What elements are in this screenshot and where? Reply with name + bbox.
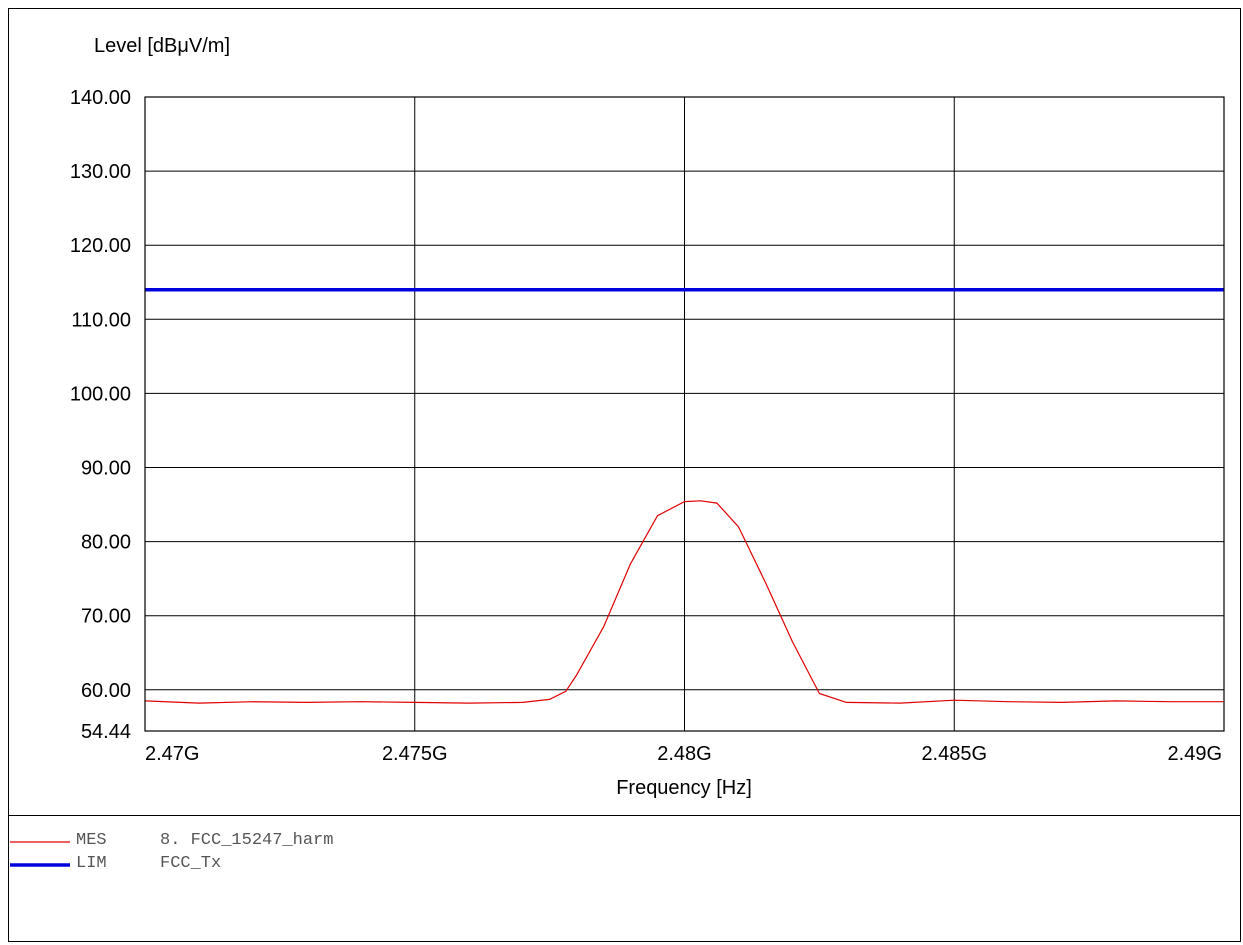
legend-label-lim: FCC_Tx [160, 854, 222, 873]
y-tick-label: 60.00 [81, 680, 131, 702]
chart-frame [8, 8, 1241, 942]
plot-border [144, 96, 1225, 732]
legend-swatch-lim [10, 863, 70, 867]
x-tick-label: 2.47G [145, 743, 199, 765]
y-tick-label: 110.00 [71, 309, 131, 331]
legend-divider [8, 815, 1241, 816]
legend-tag-mes: MES [76, 831, 107, 850]
y-tick-label: 140.00 [70, 87, 131, 109]
x-tick-label: 2.48G [657, 743, 711, 765]
legend-label-mes: 8. FCC_15247_harm [160, 831, 334, 850]
y-tick-label: 90.00 [81, 458, 131, 480]
y-axis-label: Level [dBμV/m] [94, 35, 230, 57]
series-line-mes [144, 500, 1224, 704]
spectrum-chart: Level [dBμV/m] 140.00130.00120.00110.001… [70, 35, 1225, 799]
y-tick-label: 80.00 [81, 532, 131, 554]
y-tick-label: 130.00 [70, 161, 131, 183]
x-tick-label: 2.49G [1168, 743, 1222, 765]
x-tick-labels: 2.47G 2.475G 2.48G 2.485G 2.49G [145, 743, 1222, 765]
x-tick-label: 2.485G [921, 743, 987, 765]
legend-tag-lim: LIM [76, 854, 107, 873]
grid [145, 97, 1224, 731]
y-tick-label: 100.00 [70, 383, 131, 405]
y-tick-label: 54.44 [81, 721, 131, 743]
legend-swatch-mes [10, 841, 70, 843]
y-tick-label: 70.00 [81, 606, 131, 628]
y-tick-label: 120.00 [70, 235, 131, 257]
x-axis-label: Frequency [Hz] [616, 777, 752, 799]
y-tick-labels: 140.00 130.00 120.00 110.00 100.00 90.00 80.00… [70, 87, 131, 743]
series-layer [144, 287, 1224, 704]
x-tick-label: 2.475G [382, 743, 448, 765]
